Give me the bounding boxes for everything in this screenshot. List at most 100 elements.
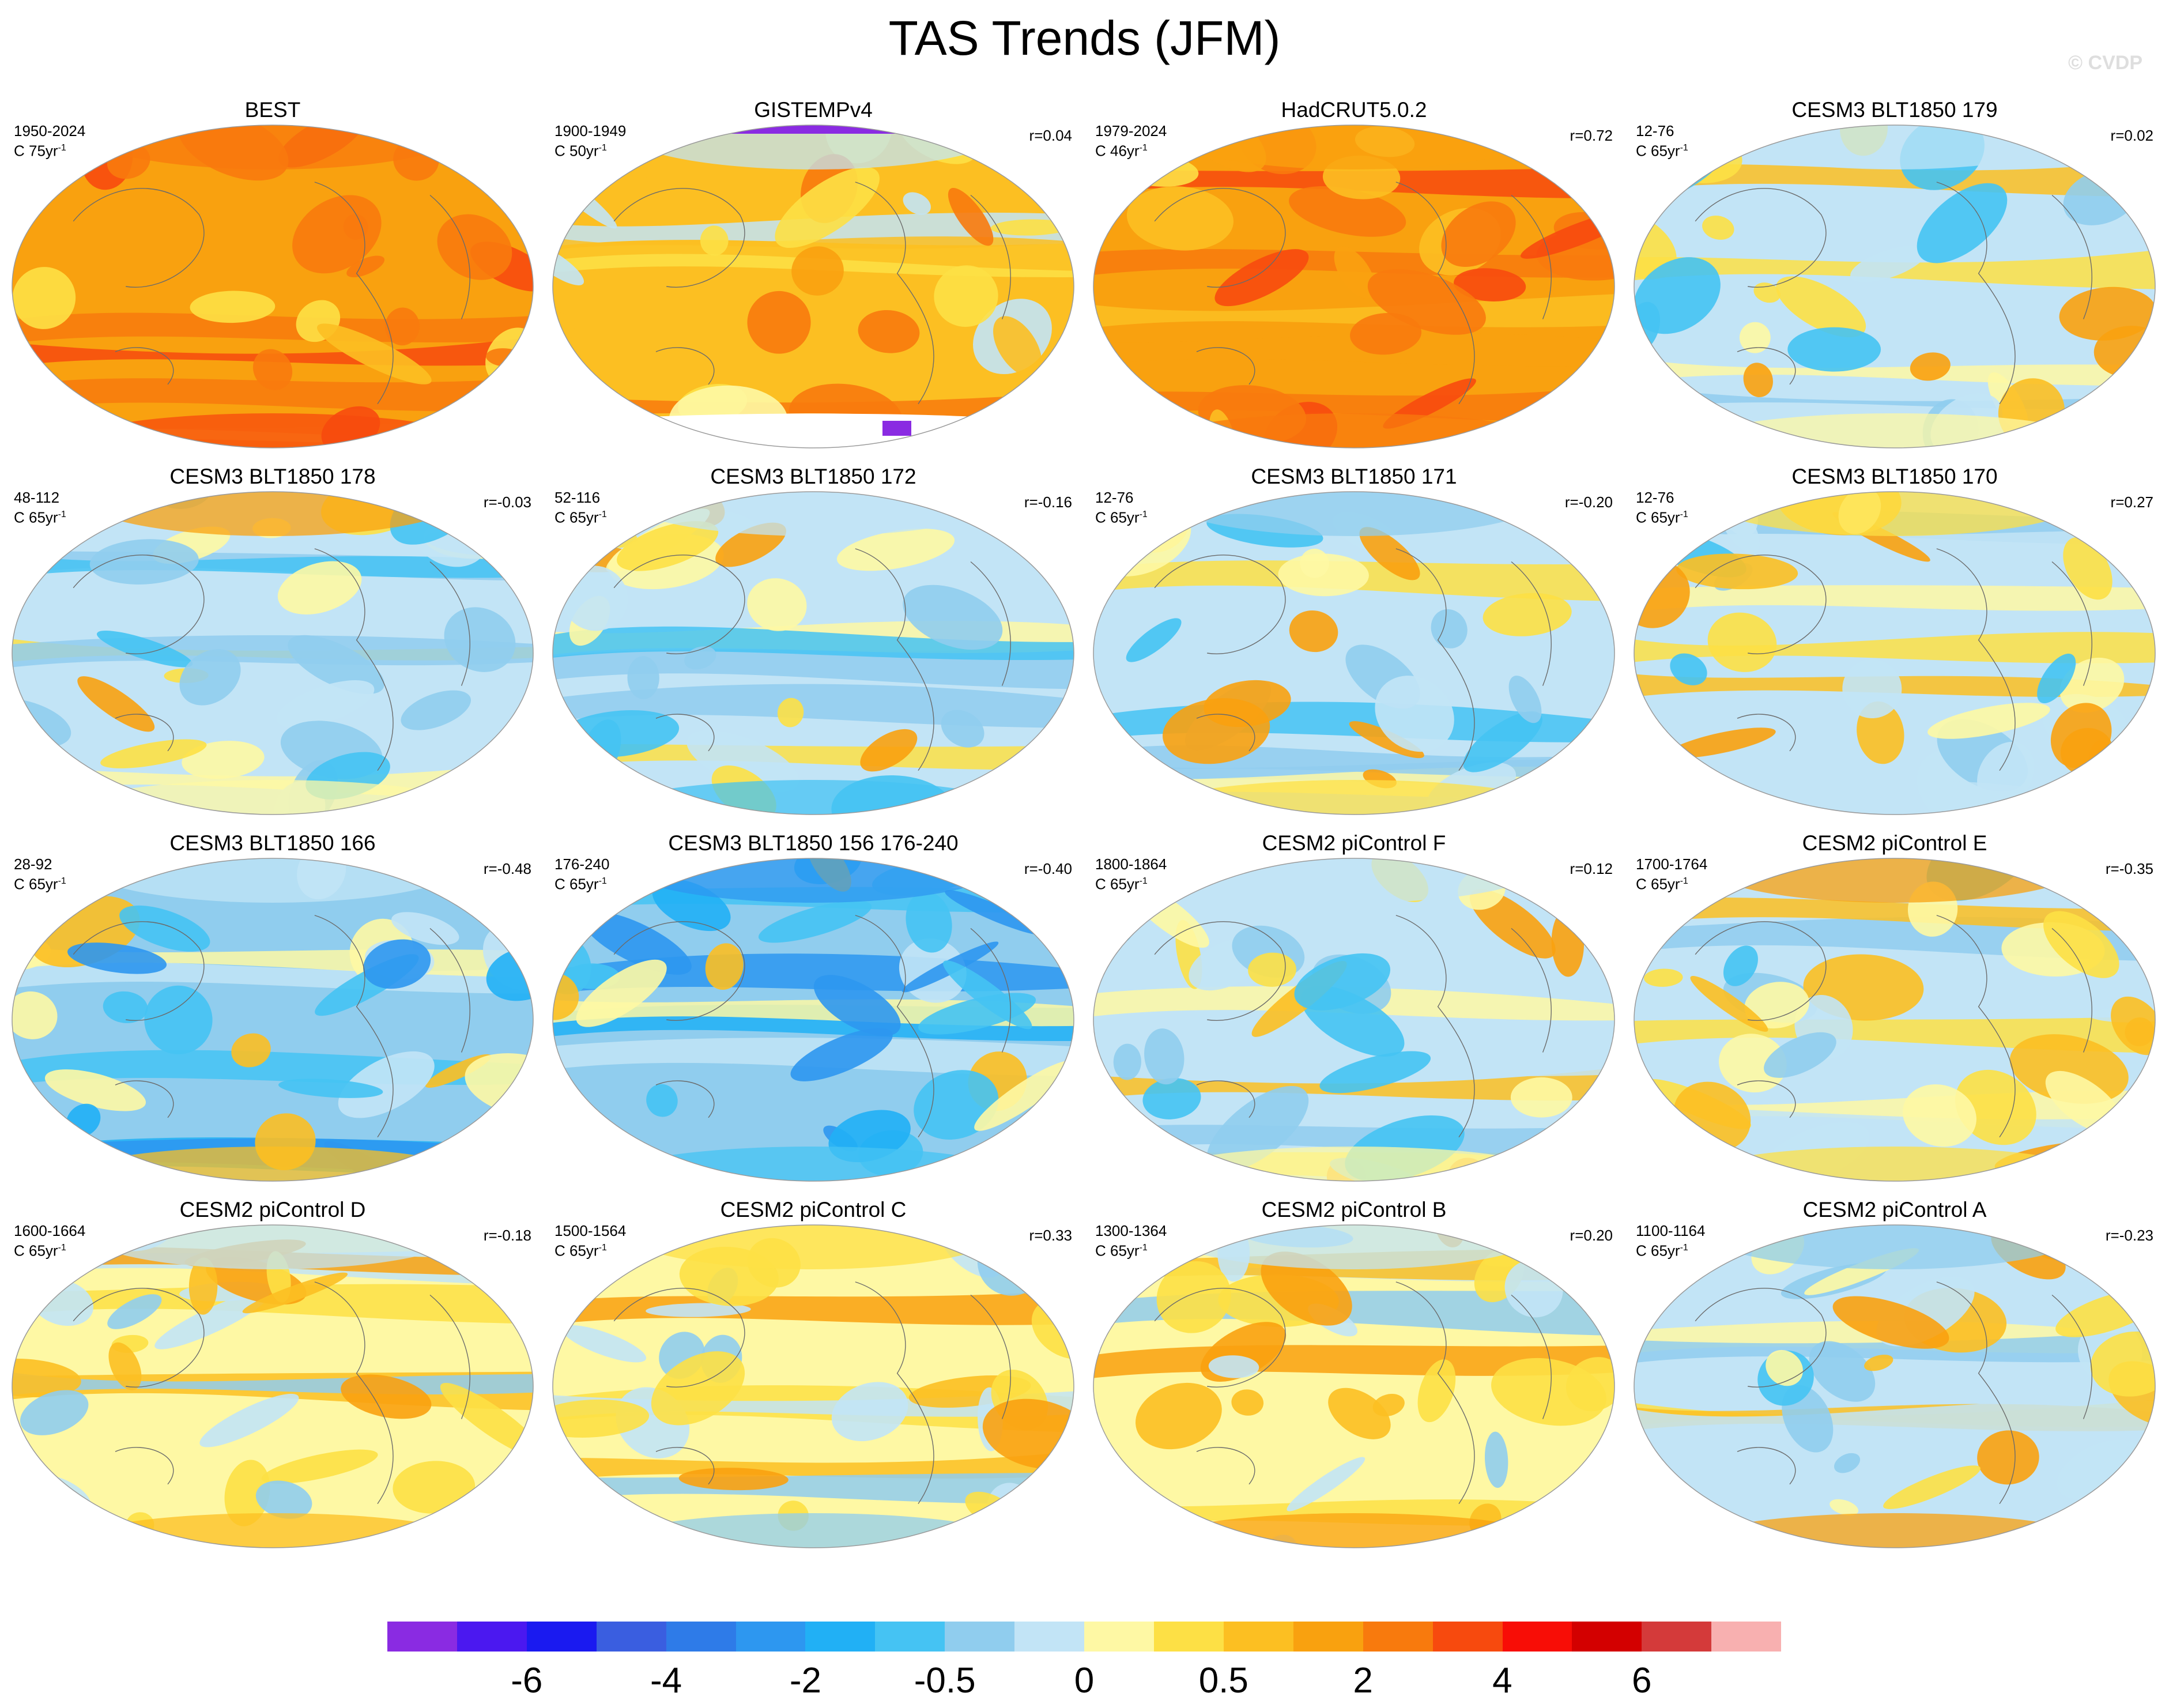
map-field [1093,1224,1615,1548]
panel-units: C 65yr-1 [1095,508,1148,526]
panel-correlation: r=-0.03 [483,493,531,511]
map-panel: GISTEMPv4 1900-1949 C 50yr-1 r=0.04 [543,98,1084,455]
panel-title: CESM3 BLT1850 178 [169,465,376,488]
robinson-map [1632,123,2157,450]
panel-title: CESM2 piControl E [1802,831,1987,855]
map-panel: CESM2 piControl E 1700-1764 C 65yr-1 r=-0.3… [1624,831,2165,1189]
robinson-map [551,1223,1076,1549]
map-field [1093,125,1615,448]
robinson-map [10,857,535,1183]
panel-years: 12-76 [1095,489,1134,506]
panel-correlation: r=-0.23 [2105,1227,2153,1244]
robinson-map [551,857,1076,1183]
map-panel: CESM3 BLT1850 170 12-76 C 65yr-1 r=0.27 [1624,465,2165,822]
colorbar-swatch [1642,1622,1712,1652]
panel-title: CESM3 BLT1850 170 [1791,465,1998,488]
map-panel: CESM2 piControl D 1600-1664 C 65yr-1 r=-0.1… [2,1198,543,1555]
panel-years: 28-92 [14,855,52,873]
map-field [12,491,534,815]
colorbar-swatch [457,1622,527,1652]
colorbar-tick-label: 0.5 [1198,1661,1248,1701]
panel-units: C 65yr-1 [1636,875,1688,893]
panel-units: C 50yr-1 [554,142,607,160]
robinson-map [1092,490,1616,816]
colorbar-swatch [1223,1622,1293,1652]
robinson-map [10,490,535,816]
map-field [12,125,534,448]
map-field [1093,858,1615,1182]
colorbar-swatch [526,1622,597,1652]
panel-correlation: r=-0.20 [1564,493,1613,511]
panel-title: BEST [244,98,301,122]
panel-units: C 65yr-1 [554,1242,607,1260]
map-panel: CESM3 BLT1850 166 28-92 C 65yr-1 r=-0.48 [2,831,543,1189]
panel-years: 12-76 [1636,122,1674,139]
colorbar-swatch [945,1622,1015,1652]
colorbar-swatch [666,1622,736,1652]
colorbar-tick-label: -2 [789,1661,821,1701]
robinson-map [1092,857,1616,1183]
colorbar-tick-label: 0 [1074,1661,1095,1701]
colorbar-swatch [1293,1622,1363,1652]
map-field [1634,491,2156,815]
panel-title: CESM3 BLT1850 171 [1251,465,1457,488]
colorbar-swatch [387,1622,457,1652]
robinson-map [10,123,535,450]
colorbar-swatch [1432,1622,1503,1652]
panel-years: 1800-1864 [1095,855,1167,873]
robinson-map [1632,857,2157,1183]
map-field [12,1224,534,1548]
colorbar-tick-labels: -6 -4 -2 -0.5 0 0.5 2 4 6 [387,1660,1781,1701]
map-panel: CESM3 BLT1850 172 52-116 C 65yr-1 r=-0.16 [543,465,1084,822]
panel-years: 52-116 [554,489,601,506]
panel-correlation: r=-0.48 [483,860,531,877]
panel-units: C 65yr-1 [14,508,66,526]
map-field [12,858,534,1182]
panel-years: 1500-1564 [554,1222,627,1239]
map-panel: BEST 1950-2024 C 75yr-1 [2,98,543,455]
panel-years: 12-76 [1636,489,1674,506]
colorbar-swatch [1572,1622,1642,1652]
panel-title: GISTEMPv4 [754,98,873,122]
colorbar-tick-label: -6 [511,1661,543,1701]
panel-correlation: r=0.02 [2110,127,2153,144]
robinson-map [1092,123,1616,450]
map-field [1634,125,2156,448]
colorbar-tick-label: 2 [1353,1661,1373,1701]
panel-years: 1700-1764 [1636,855,1708,873]
colorbar-tick-label: -0.5 [914,1661,976,1701]
map-field [552,1224,1074,1548]
map-panel: CESM2 piControl A 1100-1164 C 65yr-1 r=-0.2… [1624,1198,2165,1555]
panel-units: C 65yr-1 [14,875,66,893]
colorbar-swatch [596,1622,666,1652]
robinson-map [1632,490,2157,816]
map-field [1634,1224,2156,1548]
map-field [1093,491,1615,815]
panel-correlation: r=-0.18 [483,1227,531,1244]
map-panel: CESM2 piControl F 1800-1864 C 65yr-1 r=0.12 [1084,831,1624,1189]
colorbar-swatch [1502,1622,1572,1652]
colorbar-swatch [735,1622,806,1652]
map-panel: CESM3 BLT1850 156 176-240 176-240 C 65yr-1… [543,831,1084,1189]
panel-units: C 65yr-1 [14,1242,66,1260]
panel-units: C 65yr-1 [554,875,607,893]
panel-correlation: r=-0.35 [2105,860,2153,877]
figure-title: TAS Trends (JFM) [888,11,1281,65]
panel-years: 176-240 [554,855,610,873]
panel-years: 1600-1664 [14,1222,86,1239]
colorbar-tick-label: -4 [650,1661,682,1701]
panel-correlation: r=0.72 [1570,127,1613,144]
panel-years: 1950-2024 [14,122,86,139]
robinson-map [1632,1223,2157,1549]
colorbar-swatch [1153,1622,1224,1652]
map-panel: CESM2 piControl C 1500-1564 C 65yr-1 r=0.33 [543,1198,1084,1555]
panel-title: CESM2 piControl D [179,1198,366,1221]
panel-years: 1100-1164 [1636,1222,1706,1239]
map-panel: HadCRUT5.0.2 1979-2024 C 46yr-1 r=0.72 [1084,98,1624,455]
panel-correlation: r=-0.16 [1024,493,1072,511]
panel-title: HadCRUT5.0.2 [1281,98,1427,122]
panel-title: CESM3 BLT1850 166 [169,831,376,855]
robinson-map [551,490,1076,816]
panel-years: 1300-1364 [1095,1222,1167,1239]
colorbar-tick-label: 4 [1492,1661,1512,1701]
